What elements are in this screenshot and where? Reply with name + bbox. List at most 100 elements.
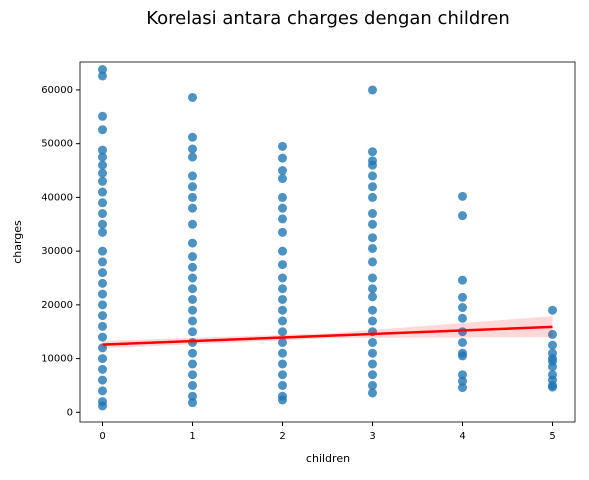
point	[98, 332, 107, 342]
point	[458, 275, 467, 285]
point	[278, 337, 287, 347]
point	[98, 125, 107, 135]
y-axis-label: charges	[11, 220, 24, 264]
point	[458, 383, 467, 393]
point	[278, 380, 287, 390]
point	[368, 233, 377, 243]
regression-line	[102, 325, 553, 346]
point	[188, 370, 197, 380]
y-tick-label: 50000	[41, 139, 73, 150]
point	[98, 278, 107, 288]
point	[278, 174, 287, 184]
point	[188, 327, 197, 337]
point	[188, 305, 197, 315]
point	[278, 141, 287, 151]
point	[98, 152, 107, 162]
point	[368, 337, 377, 347]
point	[368, 359, 377, 369]
point	[98, 219, 107, 229]
point	[188, 171, 197, 181]
point	[188, 273, 197, 283]
y-tick-label: 40000	[41, 192, 73, 203]
point	[458, 337, 467, 347]
point	[368, 388, 377, 398]
point	[458, 292, 467, 302]
point	[188, 203, 197, 213]
point	[368, 85, 377, 95]
point	[368, 370, 377, 380]
x-tick-label: 3	[369, 431, 375, 442]
point	[278, 273, 287, 283]
point	[98, 145, 107, 155]
point	[188, 132, 197, 142]
point	[98, 257, 107, 267]
point	[368, 171, 377, 181]
point	[278, 260, 287, 270]
point	[98, 187, 107, 197]
point	[188, 284, 197, 294]
point	[98, 311, 107, 321]
point	[278, 348, 287, 358]
point	[278, 316, 287, 326]
point	[548, 329, 557, 339]
point	[458, 303, 467, 313]
y-tick-label: 10000	[41, 354, 73, 365]
x-tick-label: 4	[459, 431, 465, 442]
y-tick-label: 0	[67, 407, 73, 418]
point	[278, 359, 287, 369]
point	[278, 192, 287, 202]
point	[98, 227, 107, 237]
point	[98, 160, 107, 170]
point	[278, 305, 287, 315]
point	[188, 182, 197, 192]
point	[188, 380, 197, 390]
point	[278, 327, 287, 337]
x-tick-label: 5	[549, 431, 555, 442]
point	[458, 211, 467, 221]
point	[368, 209, 377, 219]
point	[368, 305, 377, 315]
point	[98, 65, 107, 75]
point	[98, 198, 107, 208]
point	[278, 227, 287, 237]
point	[278, 395, 287, 405]
point	[368, 182, 377, 192]
point	[188, 294, 197, 304]
point	[188, 252, 197, 262]
point	[368, 160, 377, 170]
point	[368, 348, 377, 358]
point	[188, 152, 197, 162]
point	[548, 382, 557, 392]
point	[458, 191, 467, 201]
point	[98, 168, 107, 178]
point	[368, 192, 377, 202]
point	[98, 268, 107, 278]
point	[548, 362, 557, 372]
point	[368, 292, 377, 302]
point	[98, 364, 107, 374]
point	[188, 262, 197, 272]
confidence-band	[102, 316, 553, 349]
x-tick-label: 2	[279, 431, 285, 442]
plot-frame	[79, 61, 576, 423]
point	[548, 340, 557, 350]
point	[548, 305, 557, 315]
point	[98, 289, 107, 299]
x-axis-label: children	[306, 452, 350, 465]
point	[368, 219, 377, 229]
point	[458, 313, 467, 323]
point	[98, 111, 107, 121]
point	[188, 238, 197, 248]
point	[98, 401, 107, 411]
y-tick-label: 20000	[41, 300, 73, 311]
point	[188, 359, 197, 369]
point	[278, 284, 287, 294]
point	[368, 316, 377, 326]
point	[188, 192, 197, 202]
point	[98, 209, 107, 219]
point	[368, 147, 377, 157]
x-tick-label: 1	[189, 431, 195, 442]
x-tick-label: 0	[99, 431, 105, 442]
y-tick-label: 60000	[41, 85, 73, 96]
